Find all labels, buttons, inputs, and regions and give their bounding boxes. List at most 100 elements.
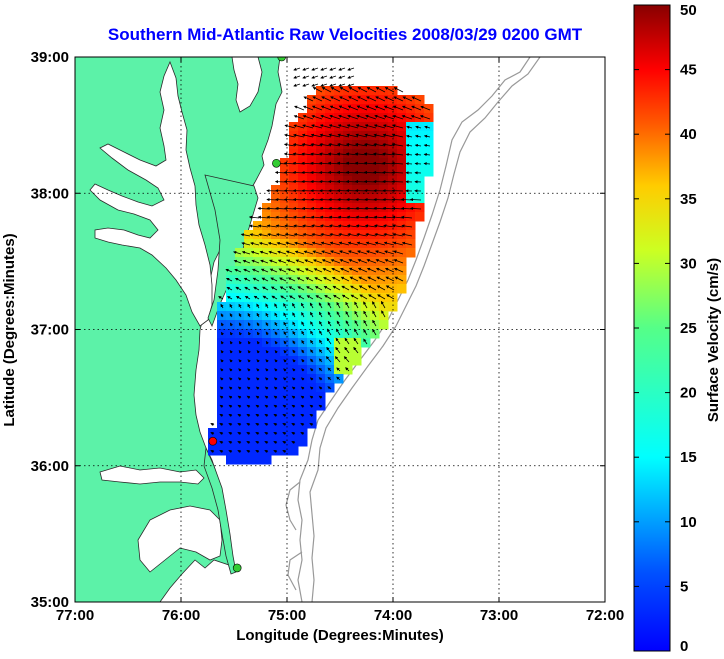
- velocity-arrow: [235, 286, 242, 291]
- velocity-cell: [271, 293, 281, 303]
- velocity-arrow: [302, 67, 310, 71]
- velocity-cell: [379, 203, 389, 213]
- velocity-arrow: [336, 367, 341, 372]
- velocity-arrow: [349, 276, 359, 282]
- velocity-cell: [316, 266, 326, 276]
- velocity-cell: [307, 185, 317, 195]
- velocity-arrow: [256, 331, 260, 336]
- velocity-arrow: [287, 277, 296, 282]
- velocity-cell: [343, 167, 353, 177]
- colorbar-tick-label: 0: [680, 638, 688, 655]
- velocity-arrow: [264, 395, 269, 399]
- velocity-cell: [370, 86, 380, 96]
- velocity-arrow: [392, 124, 404, 129]
- velocity-arrow: [350, 285, 359, 291]
- velocity-cell: [253, 266, 263, 276]
- velocity-cell: [397, 257, 407, 267]
- velocity-arrow: [329, 241, 341, 246]
- velocity-arrow: [294, 241, 305, 246]
- velocity-arrow: [374, 114, 386, 120]
- velocity-arrow: [257, 215, 269, 219]
- velocity-arrow: [321, 96, 332, 102]
- velocity-arrow: [273, 386, 278, 390]
- velocity-arrow: [288, 286, 296, 291]
- velocity-arrow: [330, 259, 341, 264]
- velocity-arrow: [405, 162, 413, 166]
- velocity-arrow: [229, 368, 233, 372]
- velocity-cell: [289, 329, 299, 339]
- velocity-arrow: [238, 322, 242, 327]
- velocity-arrow: [255, 414, 260, 417]
- velocity-arrow: [240, 233, 251, 237]
- velocity-cell: [226, 419, 236, 429]
- velocity-arrow: [384, 259, 395, 264]
- velocity-arrow: [234, 277, 242, 282]
- velocity-cell: [253, 428, 263, 438]
- velocity-arrow: [359, 294, 368, 300]
- velocity-cell: [217, 446, 227, 456]
- velocity-arrow: [264, 377, 269, 381]
- velocity-cell: [280, 302, 290, 312]
- velocity-arrow: [228, 432, 233, 436]
- velocity-cell: [343, 86, 353, 96]
- velocity-arrow: [393, 250, 404, 255]
- velocity-arrow: [285, 250, 296, 255]
- velocity-arrow: [401, 232, 413, 237]
- velocity-cell: [316, 401, 326, 411]
- velocity-cell: [307, 302, 317, 312]
- velocity-arrow: [249, 224, 260, 228]
- velocity-arrow: [265, 359, 269, 363]
- velocity-arrow: [275, 224, 287, 228]
- velocity-cell: [352, 86, 362, 96]
- velocity-cell: [424, 104, 434, 114]
- velocity-cell: [406, 122, 416, 132]
- velocity-cell: [397, 185, 407, 195]
- velocity-arrow: [320, 241, 332, 246]
- colorbar-tick-label: 20: [680, 385, 697, 402]
- velocity-arrow: [323, 277, 332, 282]
- velocity-cell: [334, 320, 344, 330]
- velocity-arrow: [363, 301, 368, 309]
- velocity-cell: [334, 86, 344, 96]
- velocity-cell: [379, 257, 389, 267]
- velocity-arrow: [377, 294, 386, 300]
- velocity-cell: [397, 122, 407, 132]
- velocity-arrow: [333, 294, 341, 300]
- velocity-vectors: [210, 67, 431, 454]
- velocity-cell: [253, 446, 263, 456]
- velocity-arrow: [345, 311, 350, 318]
- velocity-cell: [271, 446, 281, 456]
- velocity-cell: [388, 293, 398, 303]
- velocity-cell: [397, 167, 407, 177]
- velocity-cell: [343, 194, 353, 204]
- velocity-cell: [244, 446, 254, 456]
- velocity-cell: [244, 293, 254, 303]
- velocity-cell: [226, 284, 236, 294]
- velocity-arrow: [282, 404, 287, 408]
- velocity-cell: [244, 266, 254, 276]
- velocity-cell: [370, 275, 380, 285]
- velocity-cell: [280, 266, 290, 276]
- velocity-arrow: [348, 87, 359, 93]
- velocity-cell: [307, 311, 317, 321]
- velocity-arrow: [267, 233, 278, 237]
- velocity-arrow: [363, 338, 368, 345]
- lat-lon-grid: [75, 57, 605, 602]
- velocity-cell: [307, 95, 317, 105]
- velocity-arrow: [293, 124, 305, 129]
- velocity-cell: [307, 194, 317, 204]
- velocity-cell: [379, 95, 389, 105]
- velocity-arrow: [291, 414, 296, 417]
- velocity-cell: [307, 266, 317, 276]
- velocity-cell: [298, 302, 308, 312]
- velocity-arrow: [273, 414, 278, 417]
- velocity-arrow: [275, 233, 287, 237]
- velocity-arrow: [410, 206, 422, 211]
- velocity-arrow: [423, 143, 431, 148]
- velocity-cell: [253, 275, 263, 285]
- velocity-cell: [334, 248, 344, 258]
- velocity-cell: [361, 248, 371, 258]
- station-mid-marker: [272, 158, 281, 168]
- velocity-arrow: [294, 250, 305, 255]
- velocity-arrow: [402, 96, 413, 102]
